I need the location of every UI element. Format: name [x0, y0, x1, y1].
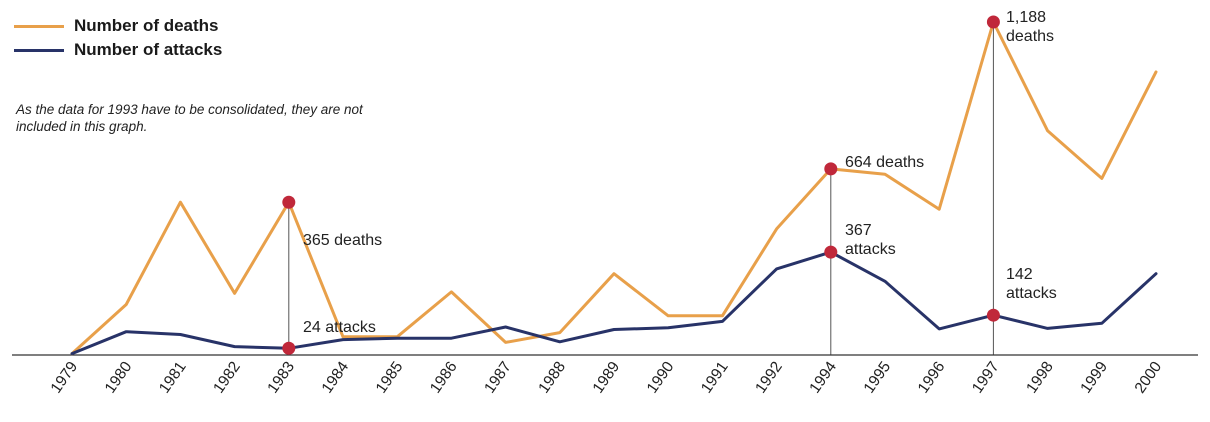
x-tick-label-1981: 1981 — [156, 359, 190, 397]
legend-swatch-attacks — [14, 48, 64, 52]
x-tick-label-1987: 1987 — [481, 359, 515, 397]
x-tick-label-1985: 1985 — [373, 359, 407, 397]
marker-1994-attacks — [824, 245, 838, 259]
annotation-1983-deaths: 365 deaths — [303, 232, 383, 249]
legend-item-deaths: Number of deaths — [14, 14, 222, 38]
x-tick-label-1995: 1995 — [861, 359, 895, 397]
annotation-1994-attacks: 367 attacks — [845, 222, 896, 258]
x-tick-label-1982: 1982 — [210, 359, 244, 397]
x-tick-label-1992: 1992 — [752, 359, 786, 397]
x-tick-label-1980: 1980 — [102, 358, 136, 396]
legend-label-attacks: Number of attacks — [74, 40, 223, 59]
series-line-deaths — [70, 20, 1158, 356]
marker-1983-deaths — [282, 195, 296, 209]
chart-note: As the data for 1993 have to be consolid… — [16, 102, 363, 134]
x-tick-label-1998: 1998 — [1023, 359, 1057, 397]
marker-1997-deaths — [986, 15, 1000, 29]
annotation-1983-attacks: 24 attacks — [303, 319, 376, 336]
marker-1994-deaths — [824, 162, 838, 176]
legend-item-attacks: Number of attacks — [14, 38, 222, 62]
x-tick-label-1988: 1988 — [535, 359, 569, 397]
x-tick-label-1979: 1979 — [48, 359, 82, 397]
x-tick-label-1989: 1989 — [590, 359, 624, 397]
annotation-1994-deaths: 664 deaths — [845, 154, 925, 171]
legend: Number of deaths Number of attacks — [14, 14, 222, 62]
marker-1997-attacks — [986, 308, 1000, 322]
marker-1983-attacks — [282, 341, 296, 355]
series-line-attacks — [70, 250, 1158, 356]
x-tick-label-1990: 1990 — [644, 358, 678, 396]
x-tick-label-1984: 1984 — [319, 358, 353, 396]
x-tick-label-2000: 2000 — [1132, 358, 1166, 396]
annotation-1997-attacks: 142 attacks — [1006, 266, 1057, 302]
x-tick-label-1991: 1991 — [698, 359, 732, 397]
annotation-1997-deaths: 1,188 deaths — [1006, 9, 1055, 45]
x-tick-label-1996: 1996 — [915, 359, 949, 397]
x-tick-label-1983: 1983 — [264, 359, 298, 397]
legend-label-deaths: Number of deaths — [74, 16, 219, 35]
x-tick-label-1999: 1999 — [1077, 359, 1111, 397]
x-tick-label-1994: 1994 — [806, 358, 840, 396]
x-tick-label-1997: 1997 — [969, 359, 1003, 397]
legend-swatch-deaths — [14, 24, 64, 28]
x-tick-label-1986: 1986 — [427, 359, 461, 397]
